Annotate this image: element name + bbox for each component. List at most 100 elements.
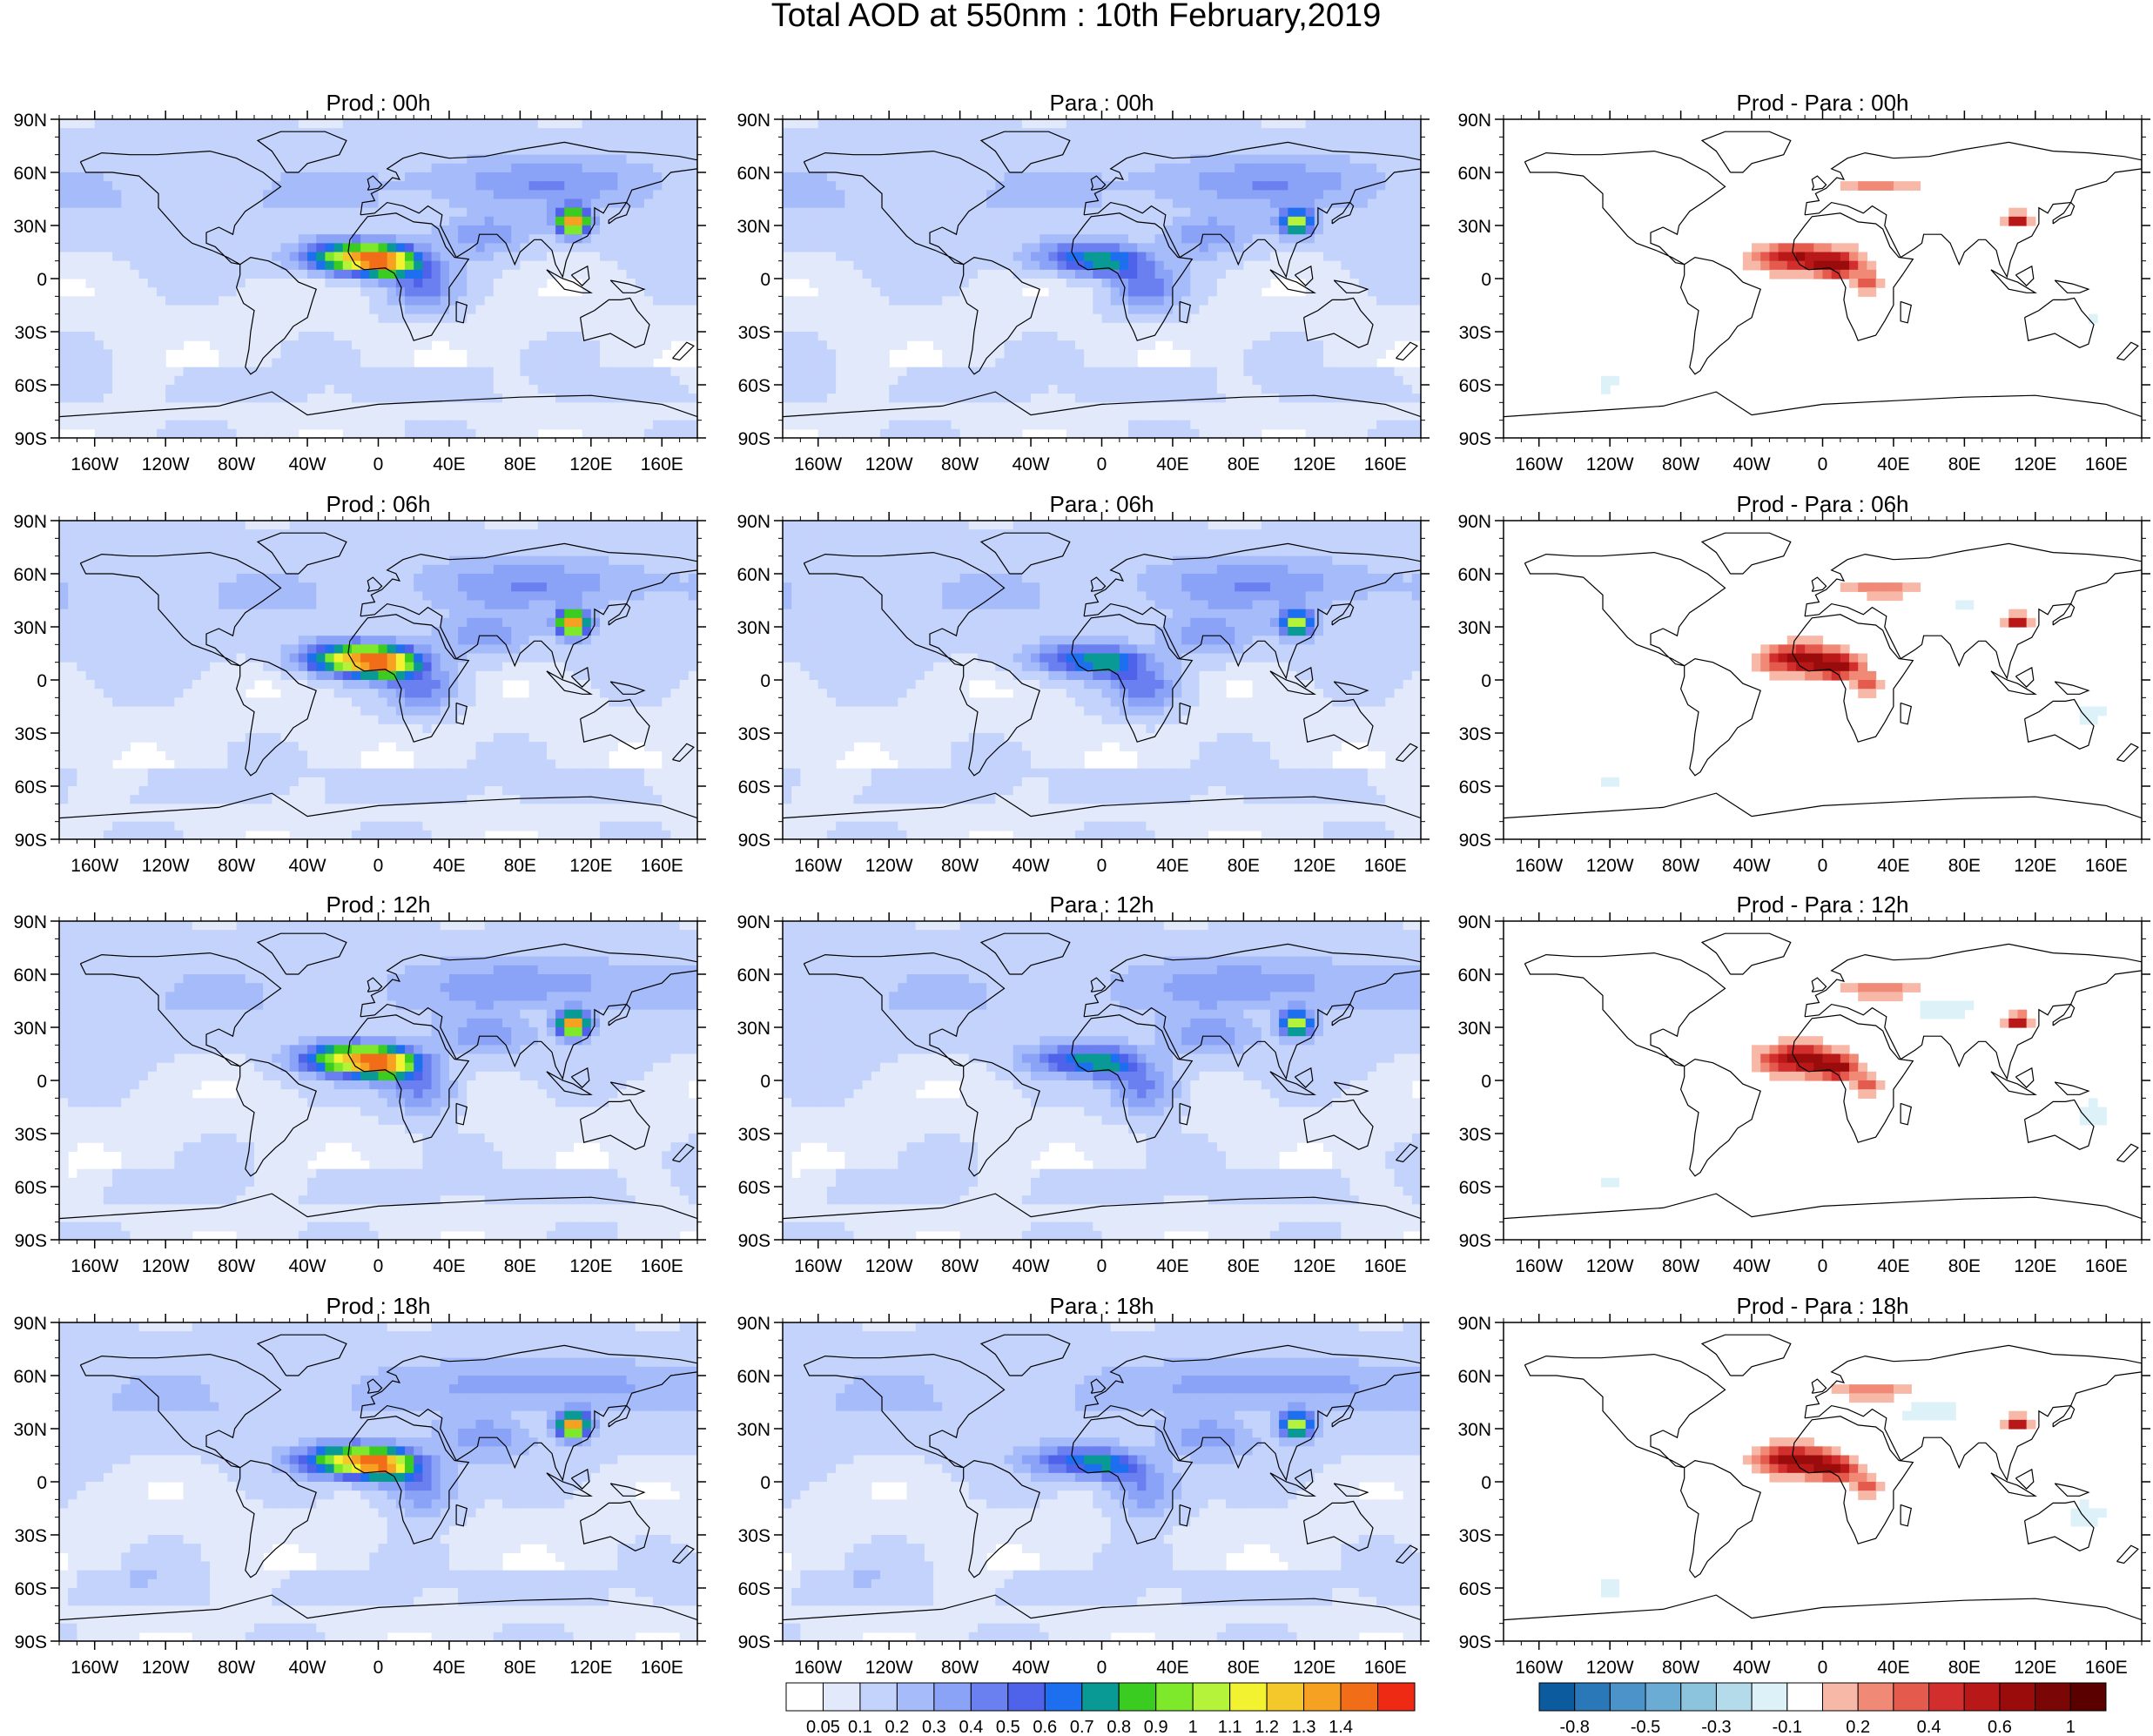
- lon-tick-label: 40E: [1156, 856, 1188, 876]
- colorbar-label: 1: [1188, 1718, 1198, 1736]
- lon-tick-label: 160E: [1364, 454, 1407, 474]
- lat-tick-label: 0: [1481, 270, 1491, 290]
- lat-tick-label: 60S: [738, 1178, 770, 1198]
- lon-tick-label: 160E: [641, 856, 683, 876]
- lat-tick-label: 30S: [738, 1526, 770, 1546]
- lon-tick-label: 120E: [569, 454, 612, 474]
- lon-tick-label: 40W: [288, 856, 326, 876]
- lon-tick-label: 40E: [433, 1658, 465, 1678]
- colorbar-swatch: [1266, 1682, 1305, 1712]
- lon-tick-label: 120W: [865, 1658, 913, 1678]
- lon-tick-label: 160W: [71, 1256, 118, 1276]
- lat-tick-label: 60N: [1457, 164, 1491, 184]
- lon-tick-label: 160W: [794, 1256, 842, 1276]
- lon-tick-label: 40E: [1877, 1256, 1909, 1276]
- lat-tick-label: 90S: [15, 1632, 47, 1652]
- coastlines: [1504, 532, 2142, 819]
- lat-tick-label: 90N: [737, 912, 770, 932]
- lon-tick-label: 40W: [1012, 1658, 1049, 1678]
- lat-tick-label: 0: [760, 270, 770, 290]
- lat-tick-label: 30N: [1457, 1019, 1491, 1039]
- lon-tick-label: 0: [1097, 454, 1107, 474]
- colorbar-label: 0.3: [922, 1718, 946, 1736]
- lon-tick-label: 80W: [941, 1658, 979, 1678]
- lon-tick-label: 160W: [71, 1658, 118, 1678]
- colorbar-swatch: [970, 1682, 1009, 1712]
- colorbar-label: 1.4: [1329, 1718, 1353, 1736]
- colorbar-label: 0.05: [806, 1718, 840, 1736]
- lat-tick-label: 60S: [1459, 777, 1491, 797]
- aod-field: [1504, 521, 2142, 839]
- colorbar-label: 1: [2066, 1718, 2076, 1736]
- lon-tick-label: 80E: [504, 454, 536, 474]
- lon-tick-label: 40W: [288, 1256, 326, 1276]
- lon-tick-label: 160E: [641, 1658, 683, 1678]
- lon-tick-label: 160W: [71, 454, 118, 474]
- lat-tick-label: 30N: [1457, 618, 1491, 638]
- aod-field: [59, 119, 697, 438]
- aod-field: [1504, 119, 2142, 438]
- lon-tick-label: 40E: [433, 1256, 465, 1276]
- lon-tick-label: 40E: [1156, 454, 1188, 474]
- colorbar-swatch: [2035, 1682, 2071, 1712]
- lon-tick-label: 80W: [218, 1658, 255, 1678]
- lat-tick-label: 60N: [1457, 565, 1491, 585]
- colorbar-swatch: [1340, 1682, 1379, 1712]
- colorbar-swatch: [1999, 1682, 2036, 1712]
- colorbar-swatch: [1609, 1682, 1646, 1712]
- lat-tick-label: 30S: [15, 724, 47, 744]
- lon-tick-label: 0: [1097, 1256, 1107, 1276]
- lon-tick-label: 120E: [569, 1658, 612, 1678]
- lon-tick-label: 40E: [1877, 454, 1909, 474]
- map-panel: Prod - Para : 18h90N60N30N030S60S90S160W…: [1457, 1293, 2150, 1678]
- colorbar-label: 0.4: [1917, 1718, 1941, 1736]
- lon-tick-label: 120E: [1293, 856, 1336, 876]
- colorbar-label: 0.7: [1070, 1718, 1094, 1736]
- lat-tick-label: 30S: [1459, 323, 1491, 343]
- lon-tick-label: 80E: [1948, 454, 1981, 474]
- lon-tick-label: 40E: [433, 454, 465, 474]
- colorbar-swatch: [933, 1682, 972, 1712]
- lon-tick-label: 160E: [2085, 1658, 2128, 1678]
- colorbar-swatch: [1645, 1682, 1682, 1712]
- lat-tick-label: 0: [37, 671, 47, 691]
- lat-tick-label: 90S: [1459, 1632, 1491, 1652]
- lat-tick-label: 90S: [1459, 429, 1491, 449]
- lon-tick-label: 160W: [794, 1658, 842, 1678]
- lon-tick-label: 160W: [1515, 856, 1563, 876]
- lat-tick-label: 30S: [738, 323, 770, 343]
- lat-tick-label: 30N: [1457, 1420, 1491, 1440]
- lat-tick-label: 60S: [15, 376, 47, 396]
- lon-tick-label: 120W: [142, 1658, 190, 1678]
- lat-tick-label: 90S: [15, 831, 47, 851]
- colorbar-swatch: [2069, 1682, 2107, 1712]
- lat-tick-label: 90N: [13, 512, 47, 532]
- lat-tick-label: 60N: [737, 164, 770, 184]
- lon-tick-label: 80W: [218, 454, 255, 474]
- lat-tick-label: 90N: [1457, 1314, 1491, 1334]
- colorbar-swatch: [1081, 1682, 1120, 1712]
- lon-tick-label: 120E: [1293, 1256, 1336, 1276]
- lon-tick-label: 40W: [1012, 1256, 1049, 1276]
- lon-tick-label: 40W: [1732, 454, 1770, 474]
- lon-tick-label: 120W: [1586, 856, 1634, 876]
- lon-tick-label: 120W: [1586, 454, 1634, 474]
- colorbar-swatch: [1786, 1682, 1823, 1712]
- colorbar-label: 0.2: [885, 1718, 910, 1736]
- lon-tick-label: 80E: [1948, 856, 1981, 876]
- colorbar-swatch: [1574, 1682, 1611, 1712]
- aod-field: [1504, 921, 2142, 1240]
- lon-tick-label: 40E: [1877, 856, 1909, 876]
- lon-tick-label: 120E: [2014, 856, 2056, 876]
- lon-tick-label: 40W: [1732, 856, 1770, 876]
- lat-tick-label: 60S: [1459, 376, 1491, 396]
- coastlines: [59, 1334, 697, 1621]
- lon-tick-label: 160W: [1515, 454, 1563, 474]
- lon-tick-label: 40W: [288, 454, 326, 474]
- lon-tick-label: 80E: [504, 1658, 536, 1678]
